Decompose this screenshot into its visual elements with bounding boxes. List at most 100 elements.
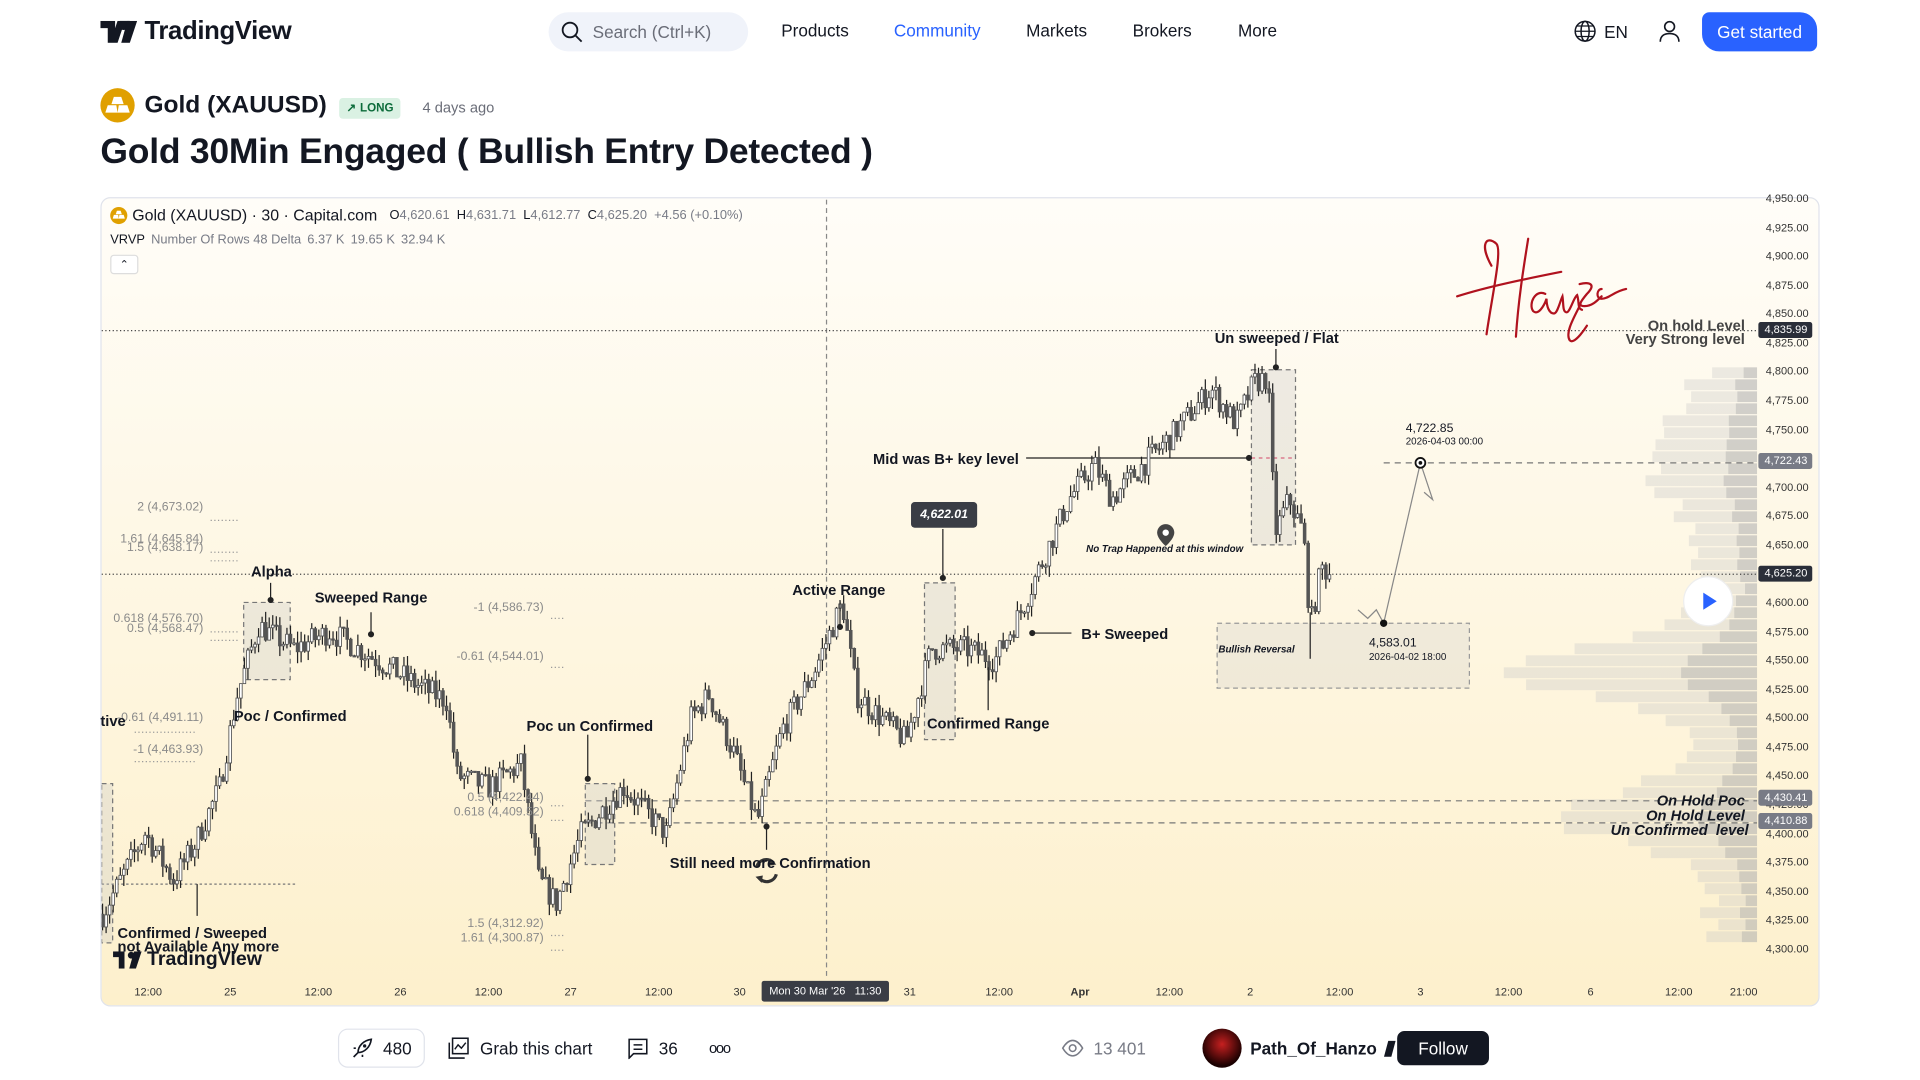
candle [185,840,190,871]
volume-profile-row [1716,787,1758,799]
candle [306,635,310,661]
candle [579,813,584,848]
candle [334,631,339,656]
volume-profile-row [1741,883,1758,895]
candle [1182,411,1186,431]
volume-profile-row [1571,799,1758,811]
nav-more[interactable]: More [1237,20,1278,41]
volume-profile-row [1662,415,1758,427]
candle [724,716,729,751]
collapse-legend-button[interactable]: ⌃ [110,254,139,275]
projection-line [1383,462,1422,624]
comments-button[interactable]: 36 [627,1029,678,1068]
nav-products[interactable]: Products [781,20,849,41]
annotation-tive: tive [100,712,126,730]
candle [395,657,399,678]
volume-profile-row [1718,895,1758,907]
author-name[interactable]: Path_Of_Hanzo [1250,1029,1397,1068]
time-tick: 12:00 [134,985,162,998]
candle [895,715,899,731]
candle [1317,567,1321,615]
fib-label: 0.618 (4,576.70) [113,612,204,626]
candle [802,671,807,698]
price-tick: 4,700.00 [1765,480,1809,494]
volume-profile-row [1738,523,1758,535]
more-options-icon[interactable]: ooo [708,1039,731,1057]
candle [331,631,335,646]
tradingview-logo[interactable]: TradingView [100,17,292,46]
legend-symbol[interactable]: Gold (XAUUSD) · 30 · Capital.com [132,205,378,225]
volume-profile-row [1721,703,1758,715]
candle [622,778,626,805]
chevron-up-icon: ⌃ [119,258,129,271]
author-avatar[interactable] [1202,1028,1242,1068]
candle [1061,505,1066,525]
get-started-button[interactable]: Get started [1702,12,1818,52]
play-button[interactable] [1683,576,1734,627]
user-icon[interactable] [1658,20,1681,43]
candle [302,634,307,653]
nav-markets[interactable]: Markets [1026,20,1088,41]
indicator-legend[interactable]: VRVP Number Of Rows 48 Delta 6.37 K 19.6… [110,233,445,248]
volume-profile-row [1719,631,1758,643]
target-price-label: 4,722.85 [1405,422,1454,436]
candle [104,906,108,934]
candle [448,702,452,729]
time-tick: 26 [394,985,407,998]
volume-profile-row [1632,631,1758,643]
candle [352,654,357,658]
candle [288,625,293,648]
candle [572,844,576,869]
candle [749,771,754,820]
candle [721,716,725,726]
candle [423,669,428,695]
price-label: 4,410.88 [1758,812,1813,829]
candle [976,633,981,664]
candle [1036,561,1041,582]
chart-legend: Gold (XAUUSD) · 30 · Capital.com O4,620.… [110,206,743,224]
candle [841,595,846,624]
grab-chart-button[interactable]: Grab this chart [448,1029,592,1068]
volume-profile-row [1736,535,1758,547]
candle [384,672,389,678]
candle [118,867,123,880]
fib-label: 0.618 (4,409.52) [453,805,544,820]
time-tick: 30 [733,985,746,998]
candle [387,657,392,680]
language-button[interactable]: EN [1573,20,1628,43]
fib-label: 0.5 (4,568.47) [127,622,204,636]
candle [756,800,761,819]
candle [182,853,186,870]
candle [597,813,601,830]
boost-button[interactable]: 480 [337,1028,425,1068]
volume-profile-row [1684,379,1758,391]
volume-profile-row [1688,535,1758,547]
volume-profile-row [1734,607,1758,619]
volume-profile-row [1697,871,1758,883]
tv-logo-icon [100,20,138,43]
fib-label: -0.61 (4,491.11) [117,711,204,725]
candle [111,885,115,913]
candle [618,782,623,808]
candle [125,857,130,876]
symbol-name[interactable]: Gold (XAUUSD) [144,91,327,119]
candle [845,610,849,631]
fib-label: -1 (4,586.73) [473,601,544,615]
nav-community[interactable]: Community [893,20,981,41]
candle [1125,465,1130,488]
nav-brokers[interactable]: Brokers [1132,20,1192,41]
candle [547,874,552,916]
candle [1309,599,1314,615]
eye-icon [1061,1039,1084,1057]
candle [405,656,410,692]
time-tick: 31 [903,985,916,998]
candle [164,864,169,873]
candle [653,808,658,836]
chart-panel[interactable] [100,197,1820,1007]
search-input[interactable]: Search (Ctrl+K) [548,12,749,52]
views-counter: 13 401 [1061,1029,1146,1068]
time-tick: 12:00 [644,985,673,998]
follow-button[interactable]: Follow [1397,1031,1489,1066]
candle [515,754,520,779]
